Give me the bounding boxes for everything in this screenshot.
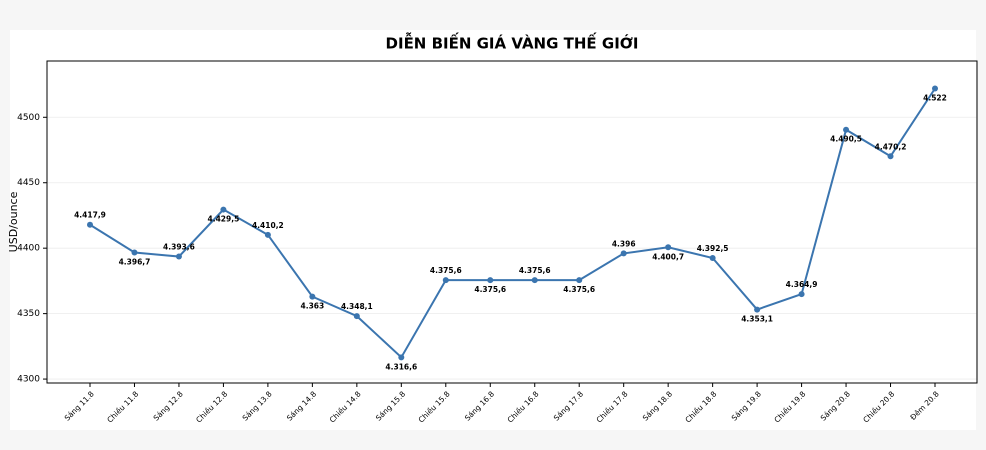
point <box>709 254 716 261</box>
value-label: 4.375,6 <box>519 266 551 275</box>
point <box>887 153 894 160</box>
y-tick-label: 4350 <box>17 309 40 319</box>
y-tick-label: 4400 <box>17 244 40 254</box>
value-label: 4.392,5 <box>697 244 729 253</box>
point <box>175 253 182 260</box>
point <box>87 221 93 228</box>
point <box>843 126 850 133</box>
point <box>531 277 538 284</box>
point <box>798 291 805 298</box>
point <box>620 250 627 257</box>
value-label: 4.364,9 <box>786 280 818 289</box>
value-label: 4.348,1 <box>341 302 373 311</box>
value-label: 4.490,5 <box>830 135 862 144</box>
value-label: 4.375,6 <box>474 285 506 294</box>
value-label: 4.410,2 <box>252 221 284 230</box>
value-label: 4.375,6 <box>430 266 462 275</box>
value-label: 4.396,7 <box>119 257 151 266</box>
point <box>264 231 271 238</box>
value-label: 4.353,1 <box>741 315 773 324</box>
line <box>89 87 936 359</box>
chart-background <box>10 30 976 430</box>
y-tick-label: 4450 <box>17 178 40 188</box>
point <box>442 277 449 284</box>
point <box>665 244 672 251</box>
value-label: 4.375,6 <box>563 285 595 294</box>
value-label: 4.429,5 <box>208 215 240 224</box>
value-label: 4.400,7 <box>652 252 684 261</box>
value-label: 4.522 <box>923 93 947 102</box>
y-tick-label: 4300 <box>17 375 40 385</box>
point <box>131 249 138 256</box>
value-label: 4.363 <box>301 302 325 311</box>
point <box>220 206 227 213</box>
point <box>398 354 405 361</box>
chart-title: DIỄN BIẾN GIÁ VÀNG THẾ GIỚI <box>386 32 639 53</box>
value-label: 4.396 <box>612 239 636 248</box>
value-label: 4.470,2 <box>875 142 907 151</box>
value-label: 4.417,9 <box>74 211 106 220</box>
point <box>754 306 761 313</box>
point <box>353 313 360 320</box>
value-label: 4.316,6 <box>385 362 417 371</box>
point <box>576 277 583 284</box>
value-label: 4.393,6 <box>163 243 195 252</box>
point <box>487 277 494 284</box>
point <box>932 85 938 92</box>
y-tick-label: 4500 <box>17 113 40 123</box>
point <box>309 293 316 300</box>
plot-frame <box>46 60 978 384</box>
y-axis-label: USD/ounce <box>7 191 20 252</box>
